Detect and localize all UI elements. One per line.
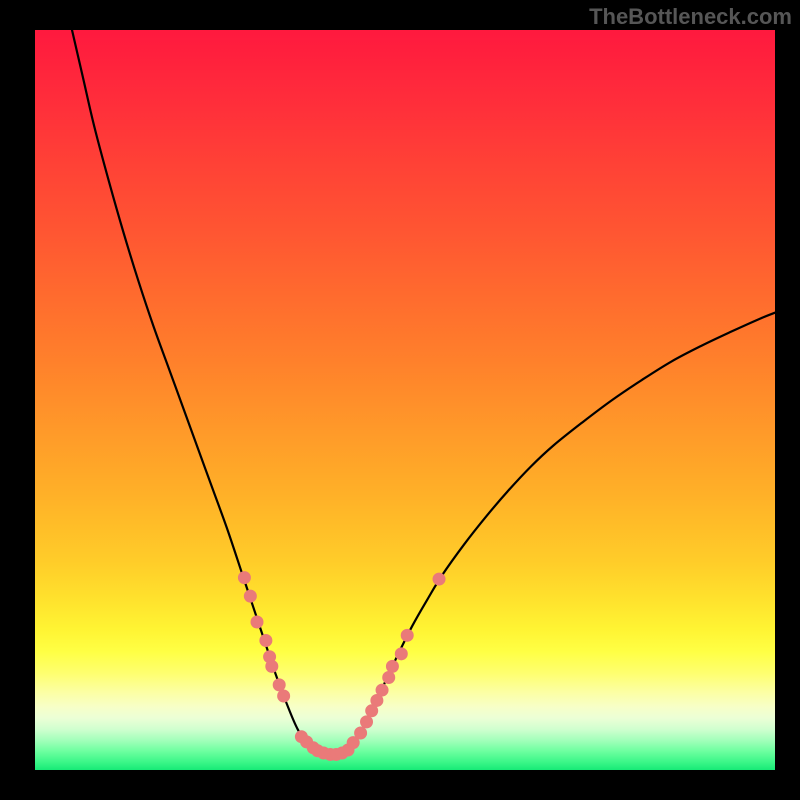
data-marker: [386, 660, 398, 672]
data-marker: [361, 716, 373, 728]
data-marker: [251, 616, 263, 628]
data-marker: [433, 573, 445, 585]
data-marker: [266, 660, 278, 672]
data-marker: [238, 572, 250, 584]
watermark-text: TheBottleneck.com: [589, 4, 792, 30]
data-marker: [273, 679, 285, 691]
data-marker: [355, 727, 367, 739]
data-marker: [401, 629, 413, 641]
data-marker: [260, 635, 272, 647]
chart-canvas: [0, 0, 800, 800]
data-marker: [278, 690, 290, 702]
data-marker: [244, 590, 256, 602]
data-marker: [383, 672, 395, 684]
stage: TheBottleneck.com: [0, 0, 800, 800]
data-marker: [395, 648, 407, 660]
data-marker: [376, 684, 388, 696]
